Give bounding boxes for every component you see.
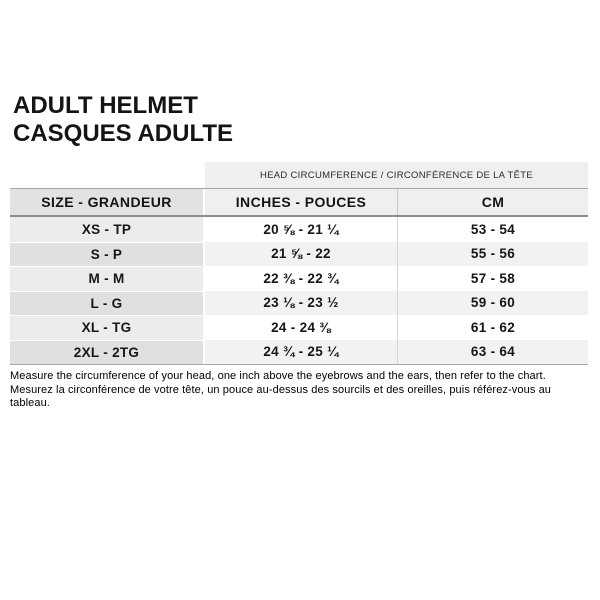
table-banner-row: HEAD CIRCUMFERENCE / CIRCONFÉRENCE DE LA… (10, 162, 588, 188)
measuring-instructions: Measure the circumference of your head, … (10, 370, 592, 411)
inches-cell: 20 ⅝ - 21 ¼ (205, 217, 397, 242)
column-header-cm: CM (397, 189, 588, 215)
size-cell: XL - TG (10, 315, 205, 340)
size-chart-table: HEAD CIRCUMFERENCE / CIRCONFÉRENCE DE LA… (10, 162, 588, 365)
size-cell: 2XL - 2TG (10, 339, 205, 364)
column-header-size: SIZE - GRANDEUR (10, 189, 205, 215)
inches-cell: 22 ⅜ - 22 ¾ (205, 266, 397, 291)
table-header-row: SIZE - GRANDEUR INCHES - POUCES CM (10, 188, 588, 217)
size-cell: XS - TP (10, 217, 205, 242)
size-cell: S - P (10, 241, 205, 266)
inches-cell: 23 ⅛ - 23 ½ (205, 290, 397, 315)
table-row: 2XL - 2TG 24 ¾ - 25 ¼ 63 - 64 (10, 339, 588, 364)
instruction-line-en: Measure the circumference of your head, … (10, 370, 546, 382)
page-title-en: ADULT HELMET (13, 92, 198, 119)
page-title: ADULT HELMET CASQUES ADULTE (13, 92, 233, 148)
cm-cell: 55 - 56 (397, 241, 588, 266)
instruction-line-fr: Mesurez la circonférence de votre tête, … (10, 383, 552, 410)
table-row: XL - TG 24 - 24 ⅜ 61 - 62 (10, 315, 588, 340)
cm-cell: 59 - 60 (397, 290, 588, 315)
size-cell: M - M (10, 266, 205, 291)
column-header-inches: INCHES - POUCES (205, 189, 397, 215)
inches-cell: 24 - 24 ⅜ (205, 315, 397, 340)
head-circumference-banner: HEAD CIRCUMFERENCE / CIRCONFÉRENCE DE LA… (205, 162, 588, 188)
table-row: L - G 23 ⅛ - 23 ½ 59 - 60 (10, 290, 588, 315)
page-title-fr: CASQUES ADULTE (13, 120, 234, 147)
size-cell: L - G (10, 290, 205, 315)
cm-cell: 63 - 64 (397, 339, 588, 364)
table-row: M - M 22 ⅜ - 22 ¾ 57 - 58 (10, 266, 588, 291)
inches-cell: 21 ⅝ - 22 (205, 241, 397, 266)
inches-cell: 24 ¾ - 25 ¼ (205, 339, 397, 364)
table-row: XS - TP 20 ⅝ - 21 ¼ 53 - 54 (10, 217, 588, 242)
cm-cell: 61 - 62 (397, 315, 588, 340)
table-row: S - P 21 ⅝ - 22 55 - 56 (10, 241, 588, 266)
cm-cell: 53 - 54 (397, 217, 588, 242)
cm-cell: 57 - 58 (397, 266, 588, 291)
